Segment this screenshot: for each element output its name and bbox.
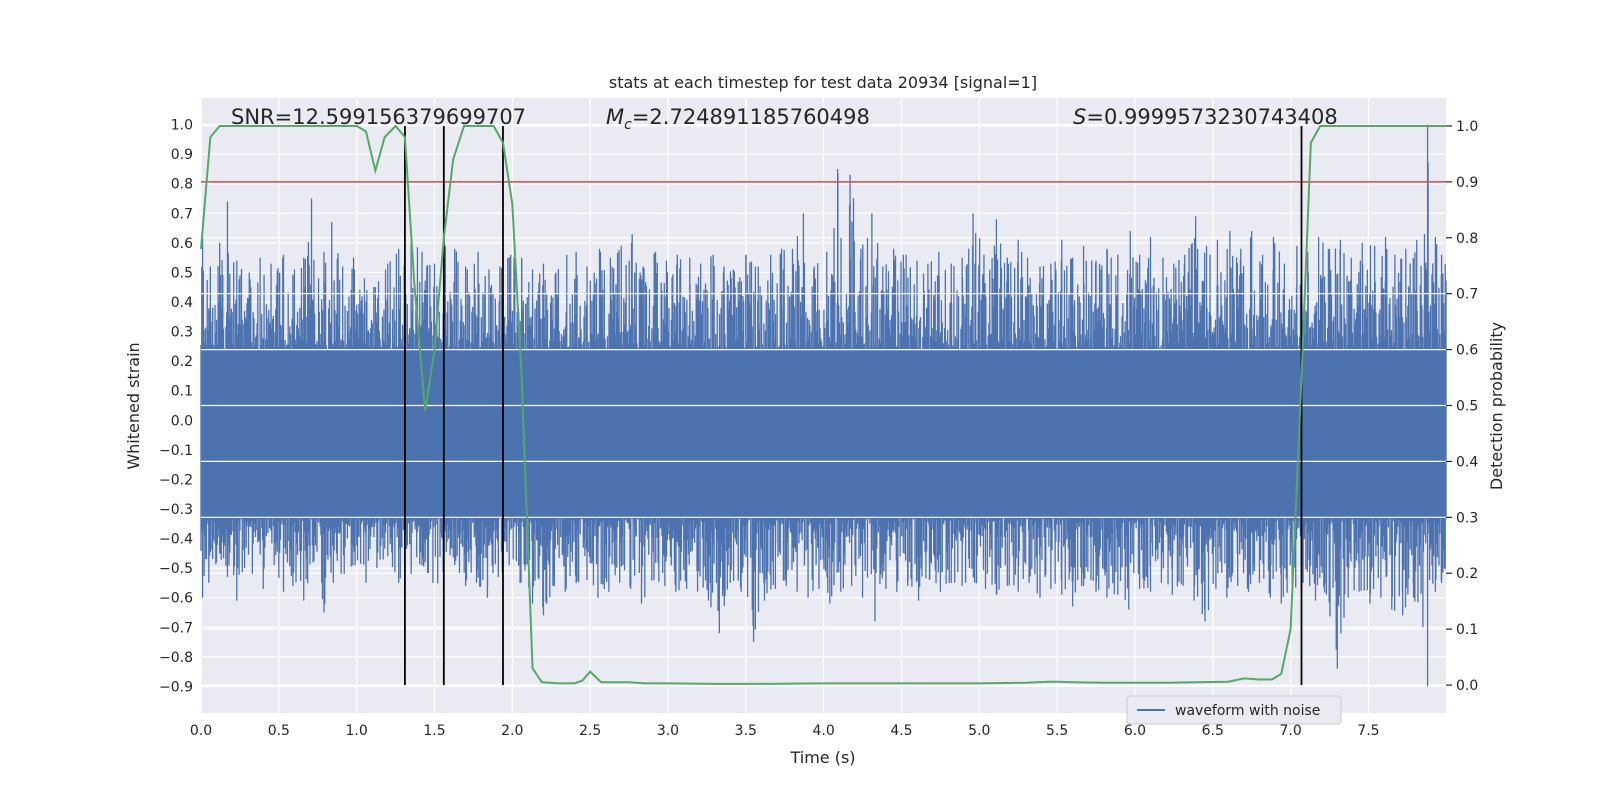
y-right-tick-label-5: 0.5 (1456, 399, 1478, 415)
y-left-tick-label-14: −0.4 (159, 532, 193, 548)
chirp-mass-annotation: Mc=2.724891185760498 (606, 105, 870, 133)
x-tick-label-1: 0.5 (268, 723, 290, 739)
x-tick-label-12: 6.0 (1124, 723, 1146, 739)
y-left-axis-label: Whitened strain (124, 342, 143, 469)
x-tick-label-7: 3.5 (735, 723, 757, 739)
x-tick-label-10: 5.0 (968, 723, 990, 739)
x-tick-label-15: 7.5 (1357, 723, 1379, 739)
y-left-tick-label-6: 0.4 (171, 295, 193, 311)
chart-title: stats at each timestep for test data 209… (609, 73, 1037, 92)
y-left-tick-label-1: 0.9 (171, 147, 193, 163)
chirp-mass-symbol: M (606, 105, 624, 129)
x-tick-label-14: 7.0 (1279, 723, 1301, 739)
chirp-mass-subscript: c (624, 117, 632, 133)
y-right-tick-label-4: 0.6 (1456, 343, 1478, 359)
y-left-tick-label-8: 0.2 (171, 354, 193, 370)
y-left-axis-ticks: 1.0 0.9 0.8 0.7 0.6 0.5 0.4 0.3 0.2 0.1 0.0 −0.1 −0.… (159, 118, 193, 696)
y-right-tick-label-10: 0.0 (1456, 678, 1478, 694)
y-right-tick-label-8: 0.2 (1456, 566, 1478, 582)
y-right-axis-label: Detection probability (1487, 322, 1506, 490)
legend-entry-waveform: waveform with noise (1175, 703, 1320, 719)
x-tick-label-11: 5.5 (1046, 723, 1068, 739)
x-tick-label-0: 0.0 (190, 723, 212, 739)
probability-series (200, 124, 1446, 685)
y-right-tick-label-0: 1.0 (1456, 119, 1478, 135)
x-tick-label-3: 1.5 (423, 723, 445, 739)
snr-annotation: SNR=12.599156379699707 (231, 105, 526, 129)
y-left-tick-label-3: 0.7 (171, 206, 193, 222)
score-symbol: S (1073, 105, 1086, 129)
probability-line (200, 124, 1446, 685)
y-right-tick-label-9: 0.1 (1456, 622, 1478, 638)
y-right-tick-label-3: 0.7 (1456, 287, 1478, 303)
y-left-tick-label-12: −0.2 (159, 472, 193, 488)
y-left-tick-label-16: −0.6 (159, 591, 193, 607)
y-right-tick-label-1: 0.9 (1456, 175, 1478, 191)
x-tick-label-9: 4.5 (890, 723, 912, 739)
vertical-markers (404, 125, 1303, 686)
y-right-axis-ticks: 1.0 0.9 0.8 0.7 0.6 0.5 0.4 0.3 0.2 0.1 0.0 (1446, 119, 1478, 694)
legend-box (1126, 695, 1342, 725)
x-axis-label: Time (s) (789, 748, 855, 767)
y-left-tick-label-18: −0.8 (159, 650, 193, 666)
x-tick-label-5: 2.5 (579, 723, 601, 739)
y-left-tick-label-10: 0.0 (171, 413, 193, 429)
y-left-tick-label-0: 1.0 (171, 118, 193, 134)
y-left-tick-label-9: 0.1 (171, 384, 193, 400)
y-left-tick-label-15: −0.5 (159, 561, 193, 577)
y-right-tick-label-7: 0.3 (1456, 510, 1478, 526)
y-left-tick-label-19: −0.9 (159, 679, 193, 695)
y-left-tick-label-5: 0.5 (171, 265, 193, 281)
y-left-tick-label-11: −0.1 (159, 443, 193, 459)
waveform-band (201, 349, 1446, 518)
x-tick-label-2: 1.0 (346, 723, 368, 739)
y-left-tick-label-4: 0.6 (171, 236, 193, 252)
x-tick-label-6: 3.0 (657, 723, 679, 739)
score-value: =0.9999573230743408 (1086, 105, 1337, 129)
y-left-tick-label-17: −0.7 (159, 620, 193, 636)
waveform-series (200, 124, 1447, 687)
chirp-mass-value: =2.724891185760498 (632, 105, 870, 129)
y-left-tick-label-7: 0.3 (171, 325, 193, 341)
y-left-tick-label-2: 0.8 (171, 177, 193, 193)
y-left-tick-label-13: −0.3 (159, 502, 193, 518)
x-tick-label-13: 6.5 (1202, 723, 1224, 739)
y-right-tick-label-6: 0.4 (1456, 454, 1478, 470)
x-tick-label-8: 4.0 (812, 723, 834, 739)
y-right-tick-label-2: 0.8 (1456, 231, 1478, 247)
x-tick-label-4: 2.0 (501, 723, 523, 739)
score-annotation: S=0.9999573230743408 (1073, 105, 1338, 129)
legend: waveform with noise (1126, 695, 1342, 725)
x-axis-ticks: 0.0 0.5 1.0 1.5 2.0 2.5 3.0 3.5 4.0 4.5 5.0 5.5 6.0 6… (190, 723, 1380, 739)
